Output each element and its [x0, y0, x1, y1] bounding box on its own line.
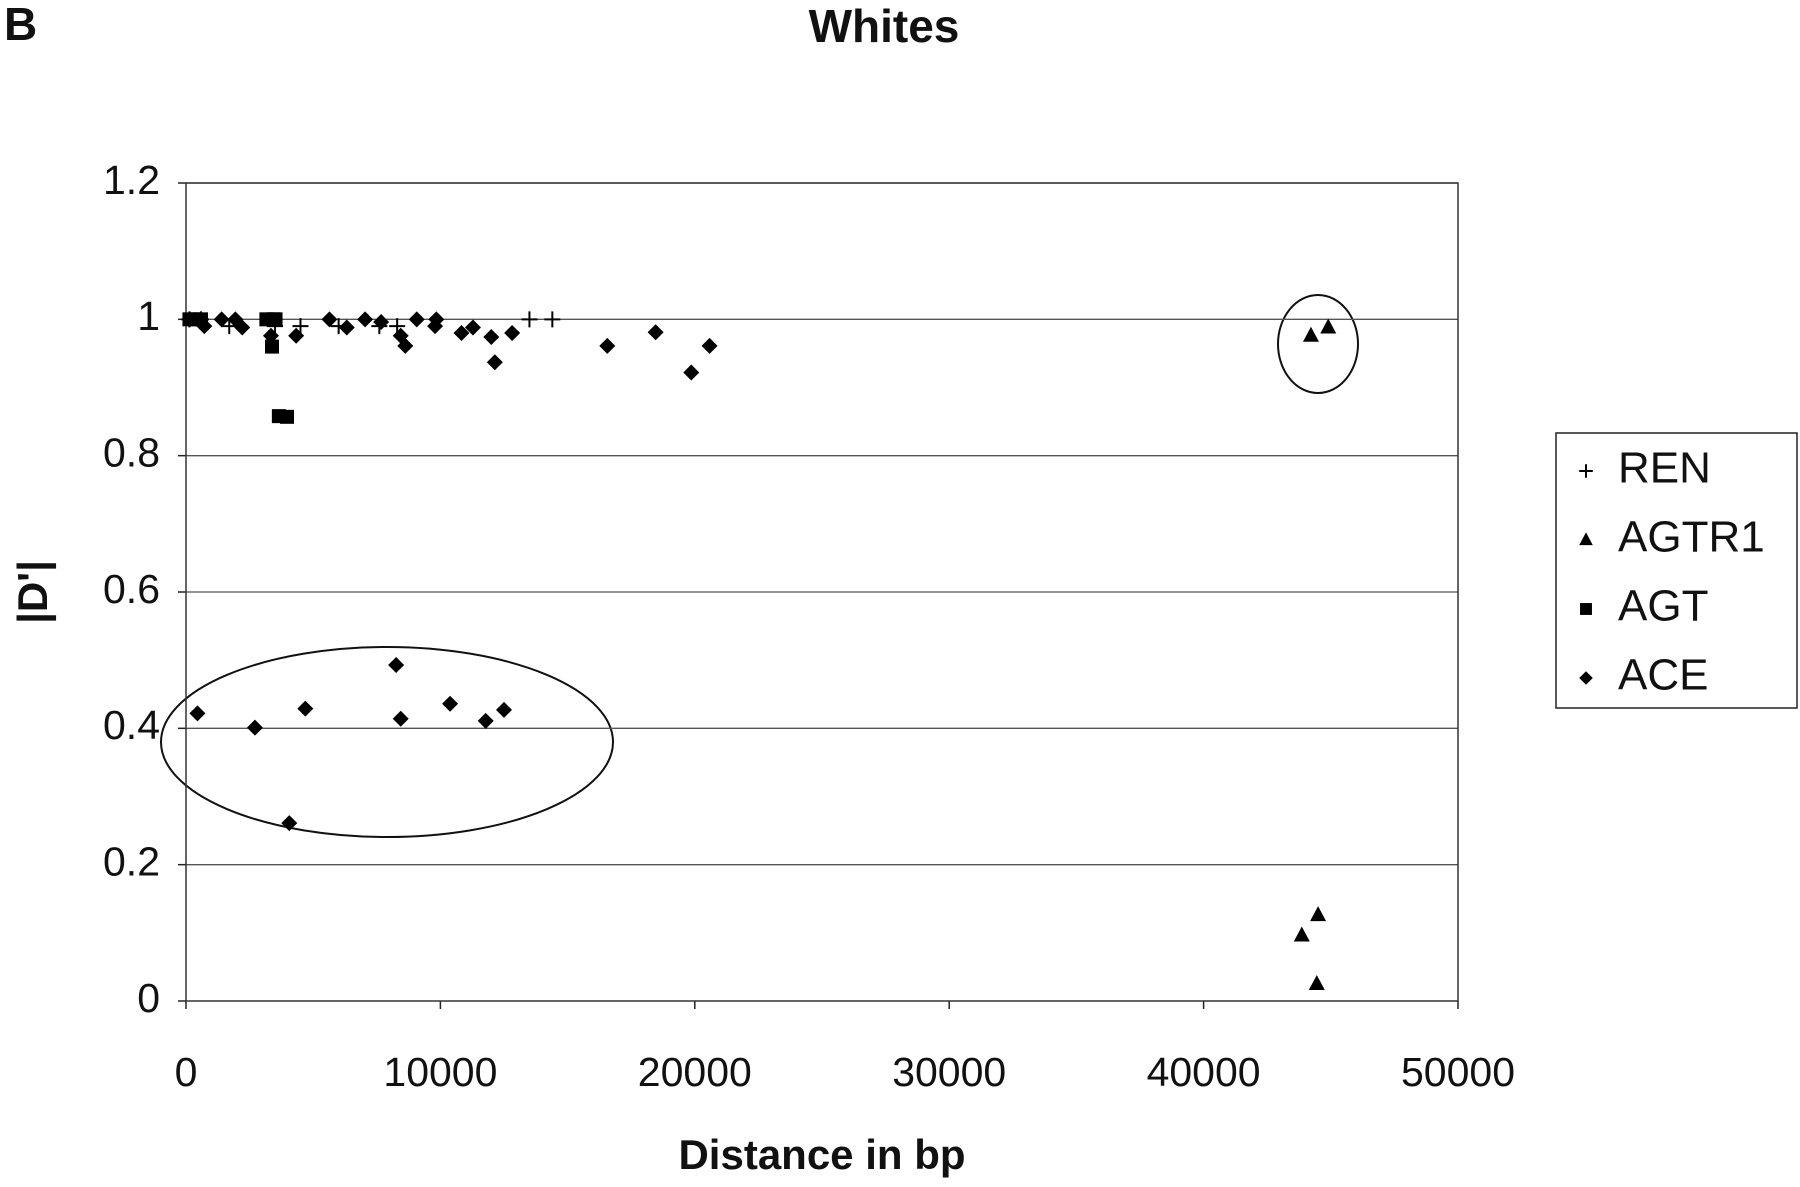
point: [292, 318, 309, 335]
point: [288, 327, 305, 344]
point: [647, 324, 664, 341]
point: [453, 324, 470, 341]
point: [321, 311, 338, 328]
point: [504, 324, 521, 341]
annotation-ellipse: [1277, 294, 1359, 394]
point: [338, 319, 355, 336]
x-tick-label: 10000: [383, 1049, 497, 1095]
point: [1320, 318, 1337, 334]
point: [181, 311, 198, 328]
point: [1310, 906, 1327, 922]
legend-box: [1555, 432, 1798, 709]
legend-label: AGT: [1618, 582, 1708, 631]
point: [1302, 326, 1319, 342]
x-tick-label: 40000: [1147, 1049, 1261, 1095]
legend-marker: [1579, 464, 1593, 478]
point: [1293, 926, 1310, 942]
point: [264, 339, 279, 354]
x-tick-label: 50000: [1401, 1049, 1515, 1095]
y-tick-label: 0.8: [103, 429, 160, 475]
point: [1308, 974, 1325, 990]
y-axis-label: |D'|: [9, 560, 57, 624]
point: [373, 314, 390, 331]
y-tick-label: 0.6: [103, 566, 160, 612]
point: [281, 815, 298, 832]
y-tick-label: 1.2: [103, 157, 160, 203]
legend-label: REN: [1618, 444, 1711, 493]
point: [683, 364, 700, 381]
chart-title: Whites: [809, 0, 960, 52]
point: [246, 719, 263, 736]
x-tick-label: 20000: [638, 1049, 752, 1095]
point: [442, 695, 459, 712]
plot-frame: [185, 182, 1459, 1002]
point: [521, 311, 538, 328]
annotation-ellipse: [160, 646, 614, 838]
point: [701, 337, 718, 354]
point: [388, 656, 405, 673]
point: [268, 312, 283, 327]
legend-label: AGTR1: [1618, 513, 1765, 562]
point: [408, 311, 425, 328]
point: [234, 319, 251, 336]
point: [297, 700, 314, 717]
y-tick-label: 0.4: [103, 702, 160, 748]
point: [189, 705, 206, 722]
point: [483, 329, 500, 346]
legend-marker: [1579, 671, 1593, 685]
point: [464, 319, 481, 336]
y-tick-label: 0: [137, 975, 160, 1021]
point: [357, 311, 374, 328]
point: [397, 337, 414, 354]
point: [213, 311, 230, 328]
point: [279, 409, 294, 424]
point: [496, 701, 512, 718]
point: [262, 327, 279, 344]
legend-marker: [1579, 532, 1593, 546]
point: [196, 318, 213, 335]
x-tick-label: 30000: [892, 1049, 1006, 1095]
y-tick-label: 1: [137, 293, 160, 339]
point: [544, 311, 561, 328]
point: [477, 712, 494, 729]
point: [599, 337, 616, 354]
point: [392, 710, 409, 727]
point: [486, 354, 503, 371]
x-axis-label: Distance in bp: [678, 1131, 965, 1178]
x-tick-label: 0: [175, 1049, 198, 1095]
panel-label: B: [4, 0, 37, 50]
y-tick-label: 0.2: [103, 838, 160, 884]
point: [428, 311, 445, 328]
legend-label: ACE: [1618, 651, 1708, 700]
legend-marker: [1580, 603, 1592, 615]
